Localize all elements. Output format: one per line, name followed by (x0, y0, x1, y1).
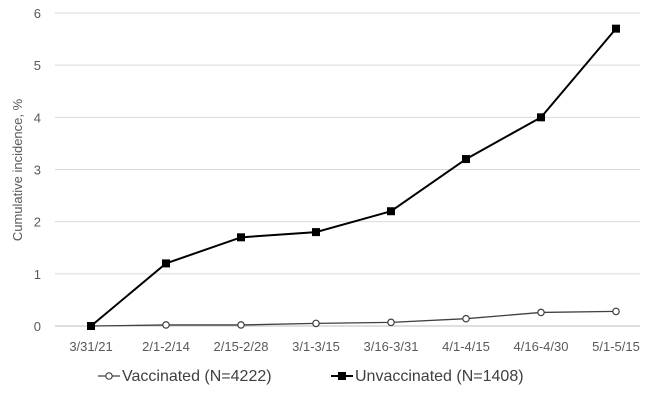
data-point (462, 314, 470, 323)
x-tick-label: 2/1-2/14 (142, 339, 190, 354)
legend-marker (338, 372, 346, 380)
data-point (387, 318, 395, 327)
series-line (90, 310, 617, 327)
y-tick-label: 5 (34, 58, 41, 73)
data-point (312, 228, 320, 237)
series-unvaccinated (87, 24, 620, 330)
data-point (537, 308, 545, 317)
x-tick-label: 4/16-4/30 (514, 339, 569, 354)
gridlines (55, 12, 640, 327)
data-point (537, 113, 545, 122)
series-vaccinated (87, 307, 620, 330)
x-tick-label: 4/1-4/15 (442, 339, 490, 354)
data-point (462, 155, 470, 164)
data-point (312, 319, 320, 328)
y-axis-title: Cumulative incidence, % (10, 98, 25, 241)
series-line (90, 28, 617, 327)
data-point (612, 307, 620, 316)
x-tick-label: 5/1-5/15 (592, 339, 640, 354)
data-point (87, 322, 95, 330)
y-tick-label: 4 (34, 110, 41, 125)
legend-item: Vaccinated (N=4222) (98, 368, 272, 385)
legend-item: Unvaccinated (N=1408) (331, 368, 524, 385)
y-tick-labels: 0 1 2 3 4 5 6 (34, 6, 41, 334)
data-point (162, 259, 170, 268)
series-group (87, 24, 620, 330)
data-point (387, 207, 395, 216)
legend-marker (105, 372, 113, 380)
y-tick-label: 6 (34, 6, 41, 21)
legend-label: Vaccinated (N=4222) (122, 368, 272, 385)
x-tick-labels: 3/31/21 2/1-2/14 2/15-2/28 3/1-3/15 3/16-3/3… (69, 339, 640, 354)
y-tick-label: 3 (34, 163, 41, 178)
y-tick-label: 1 (34, 267, 41, 282)
data-point (612, 24, 620, 33)
legend: Vaccinated (N=4222) Unvaccinated (N=1408) (98, 368, 524, 385)
data-point (237, 233, 245, 242)
x-tick-label: 2/15-2/28 (214, 339, 269, 354)
x-tick-label: 3/16-3/31 (364, 339, 419, 354)
data-point (237, 321, 245, 329)
x-tick-label: 3/31/21 (69, 339, 112, 354)
y-tick-label: 0 (34, 319, 41, 334)
y-tick-label: 2 (34, 215, 41, 230)
legend-label: Unvaccinated (N=1408) (355, 368, 524, 385)
data-point (162, 321, 170, 329)
x-tick-label: 3/1-3/15 (292, 339, 340, 354)
